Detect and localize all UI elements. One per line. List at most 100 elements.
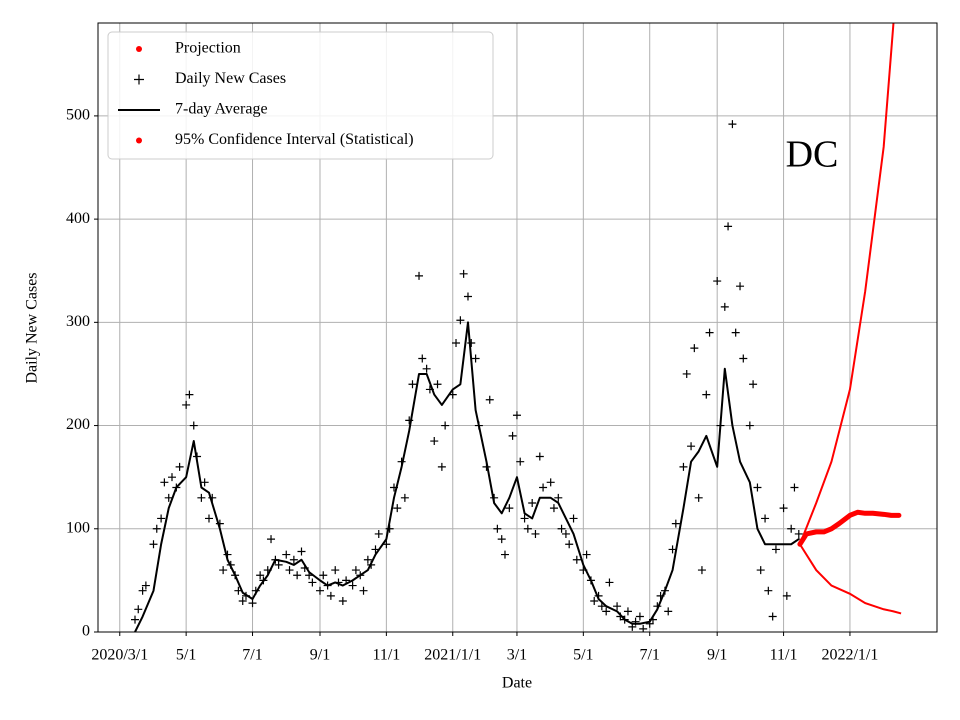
data-point [164, 493, 173, 502]
x-axis-label: Date [502, 675, 532, 692]
data-point [175, 462, 184, 471]
data-point [690, 344, 699, 353]
data-point [167, 473, 176, 482]
data-point [549, 504, 558, 513]
data-point [736, 282, 745, 291]
y-tick-label: 100 [66, 519, 90, 536]
annotation: DC [786, 134, 839, 176]
data-point [523, 524, 532, 533]
data-point [134, 605, 143, 614]
data-point [731, 328, 740, 337]
data-point [374, 529, 383, 538]
data-point [582, 550, 591, 559]
data-point [764, 586, 773, 595]
data-point [787, 524, 796, 533]
data-point [433, 380, 442, 389]
data-point [590, 597, 599, 606]
plot-area [130, 23, 902, 632]
data-point [613, 602, 622, 611]
data-point [238, 597, 247, 606]
x-tick-label: 7/1 [242, 647, 262, 664]
data-point [456, 316, 465, 325]
legend-box [107, 31, 494, 160]
data-point [282, 550, 291, 559]
legend-label: 95% Confidence Interval (Statistical) [175, 131, 414, 148]
average-line [134, 321, 800, 632]
data-point [267, 535, 276, 544]
data-point [452, 338, 461, 347]
data-point [467, 338, 476, 347]
data-point [671, 519, 680, 528]
data-point [528, 498, 537, 507]
y-axis-label: Daily New Cases [24, 272, 41, 383]
data-point [422, 364, 431, 373]
data-point [535, 452, 544, 461]
data-point [197, 493, 206, 502]
data-point [315, 586, 324, 595]
data-point [753, 483, 762, 492]
data-point [597, 602, 606, 611]
data-point [790, 483, 799, 492]
data-point [297, 547, 306, 556]
data-point [768, 612, 777, 621]
data-point [430, 437, 439, 446]
data-point [471, 354, 480, 363]
data-point [782, 591, 791, 600]
legend-marker [136, 46, 142, 52]
data-point [539, 483, 548, 492]
legend-marker [134, 74, 144, 85]
data-point [293, 571, 302, 580]
data-point [745, 421, 754, 430]
data-point [248, 599, 257, 608]
data-point [771, 545, 780, 554]
data-point [331, 566, 340, 575]
data-point [441, 421, 450, 430]
data-point [463, 292, 472, 301]
data-point [408, 380, 417, 389]
data-point [623, 607, 632, 616]
legend-marker [136, 137, 142, 144]
data-point [200, 478, 209, 487]
data-point [531, 529, 540, 538]
data-point [561, 529, 570, 538]
y-tick-label: 200 [66, 416, 90, 433]
data-point [285, 566, 294, 575]
data-point [157, 514, 166, 523]
data-point [679, 462, 688, 471]
data-point [697, 566, 706, 575]
data-point [713, 277, 722, 286]
data-point [348, 581, 357, 590]
data-point [351, 566, 360, 575]
data-point [152, 524, 161, 533]
data-point [204, 514, 213, 523]
data-point [219, 566, 228, 575]
data-point [182, 400, 191, 409]
data-point [493, 524, 502, 533]
data-point [160, 478, 169, 487]
data-point [546, 478, 555, 487]
data-point [415, 271, 424, 280]
y-tick-label: 300 [66, 313, 90, 330]
data-point [326, 591, 335, 600]
data-point [728, 120, 737, 129]
data-point [569, 514, 578, 523]
data-point [761, 514, 770, 523]
data-point [565, 540, 574, 549]
y-tick-label: 400 [66, 210, 90, 227]
data-point [664, 607, 673, 616]
data-point [739, 354, 748, 363]
x-tick-label: 11/1 [770, 647, 798, 664]
x-tick-label: 5/1 [573, 647, 593, 664]
data-point [189, 421, 198, 430]
data-point [485, 395, 494, 404]
data-point [497, 535, 506, 544]
data-point [602, 607, 611, 616]
data-point [516, 457, 525, 466]
legend-label: 7-day Average [175, 101, 268, 118]
data-point [520, 514, 529, 523]
confidence-line [798, 23, 895, 545]
data-point [256, 571, 265, 580]
x-tick-label: 2020/3/1 [91, 647, 148, 664]
data-point [702, 390, 711, 399]
axes: 0 100 200 300 400 500 2020/3/1 5/1 7/1 9/1 11/1 202… [66, 107, 878, 664]
